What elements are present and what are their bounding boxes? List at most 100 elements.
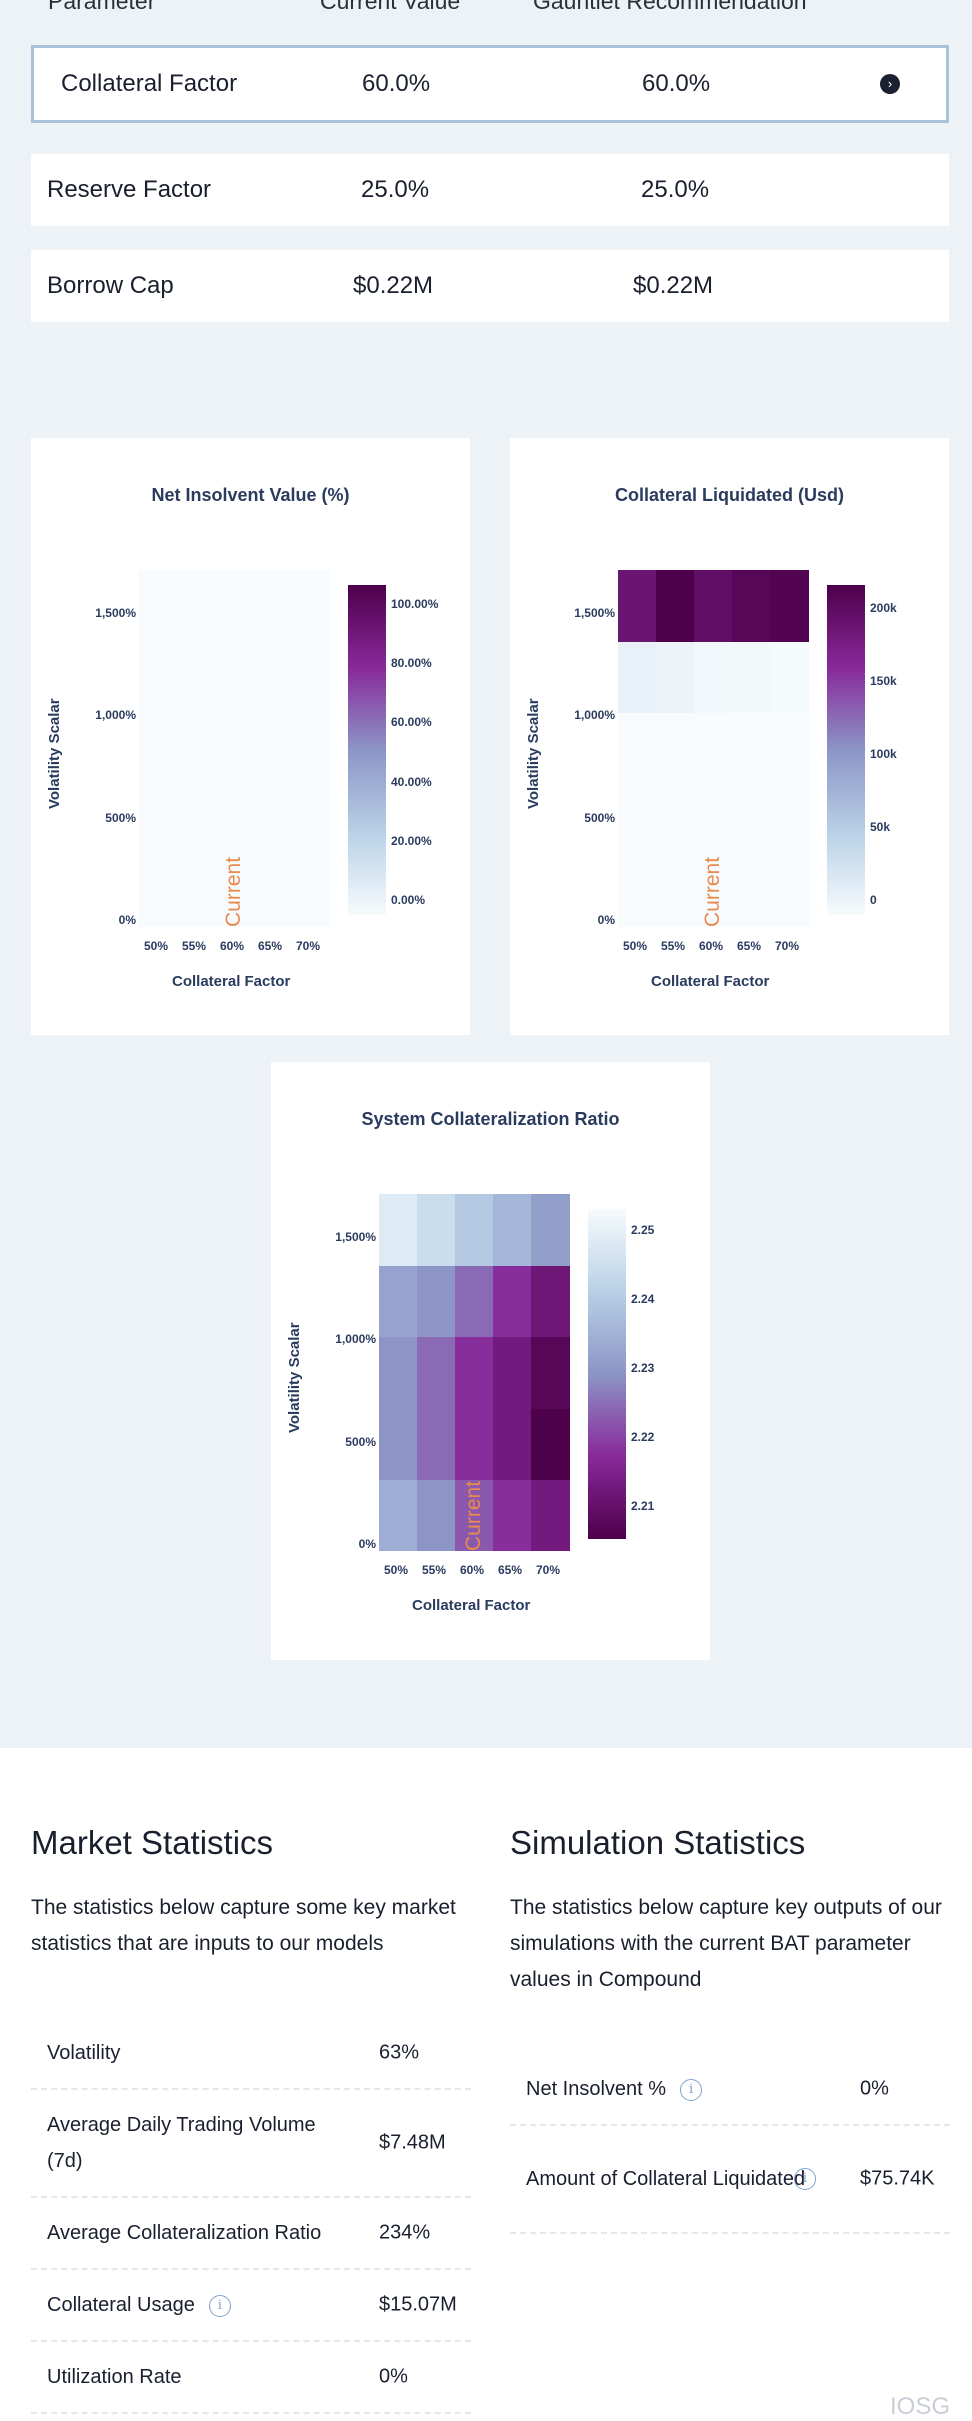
heatmap-cell [139, 855, 178, 928]
y-tick-label: 500% [584, 810, 615, 825]
heatmap-cell [531, 1336, 570, 1409]
heatmap-cell [694, 712, 733, 785]
param-row-reserve-factor[interactable]: Reserve Factor 25.0% 25.0% [31, 154, 949, 226]
heatmap-cell [253, 570, 292, 642]
heatmap-cell [656, 712, 695, 785]
x-tick-label: 70% [536, 1563, 561, 1577]
heatmap-cell [455, 1479, 494, 1552]
y-tick-label: 0% [597, 913, 615, 927]
param-header-recommended: Gauntlet Recommendation [533, 0, 807, 14]
colorbar-tick-label: 80.00% [391, 656, 432, 671]
heatmap-cell [618, 784, 657, 857]
label-text: Amount of Collateral Liquidated [526, 2168, 806, 2190]
x-tick-label: 50% [384, 1563, 409, 1577]
colorbar-tick-label: 100.00% [391, 597, 439, 611]
market-row: Average Collateralization Ratio 234% [31, 2198, 471, 2270]
market-label: Collateral Usage i [47, 2287, 355, 2323]
chart-title: System Collateralization Ratio [361, 1109, 620, 1129]
heatmap-cell [770, 784, 809, 857]
info-icon[interactable]: i [208, 2294, 231, 2317]
x-axis-label: Collateral Factor [412, 1597, 531, 1614]
heatmap-cell [493, 1194, 532, 1266]
heatmap-cell [732, 712, 771, 785]
simulation-value: 0% [860, 2077, 889, 2100]
colorbar-tick-label: 40.00% [391, 774, 432, 789]
simulation-value: $75.74K [860, 2167, 935, 2190]
current-marker-label: Current [462, 1480, 485, 1551]
simulation-row: Amount of Collateral Liquidated i $75.74K [510, 2126, 950, 2234]
heatmap-cell [177, 784, 216, 857]
heatmap-cell [694, 784, 733, 857]
x-tick-label: 65% [737, 939, 762, 953]
param-row-collateral-factor[interactable]: Collateral Factor 60.0% 60.0% › [31, 45, 949, 123]
x-tick-label: 60% [220, 939, 245, 953]
param-current: 60.0% [362, 70, 431, 97]
info-icon[interactable]: i [794, 2168, 816, 2190]
heatmap-cell [656, 784, 695, 857]
heatmap-cell [139, 641, 178, 714]
colorbar-tick-label: 2.21 [631, 1499, 655, 1513]
market-label: Utilization Rate [47, 2366, 182, 2388]
chart-title: Net Insolvent Value (%) [151, 485, 350, 505]
heatmap-cell [694, 855, 733, 928]
param-name: Borrow Cap [47, 272, 174, 299]
chart-system-collateralization-ratio: System Collateralization Ratio 0% 500% 1,00… [271, 1062, 710, 1660]
colorbar [588, 1209, 626, 1539]
y-tick-label: 1,000% [574, 708, 615, 722]
heatmap-cell [417, 1479, 456, 1552]
heatmap-cell [291, 570, 330, 642]
heatmap-cell [656, 855, 695, 928]
market-label: Volatility [47, 2042, 121, 2064]
y-tick-label: 1,000% [95, 708, 136, 722]
watermark: IOSG [889, 2393, 950, 2420]
heatmap-cell [531, 1265, 570, 1338]
heatmap-cell [253, 712, 292, 785]
x-tick-label: 60% [699, 939, 724, 953]
chart-title: Collateral Liquidated (Usd) [614, 485, 845, 505]
colorbar-tick-label: 0 [870, 893, 877, 907]
heatmap-cell [177, 641, 216, 714]
param-name: Collateral Factor [61, 70, 238, 97]
market-row: Average Daily Trading Volume (7d) $7.48M [31, 2090, 471, 2198]
info-icon[interactable]: i [680, 2078, 703, 2101]
colorbar-tick-label: 0.00% [391, 893, 426, 907]
market-label: Average Daily Trading Volume (7d) [47, 2114, 316, 2172]
colorbar-tick-label: 2.24 [631, 1292, 655, 1306]
heatmap-cell [531, 1479, 570, 1552]
heatmap-cell [618, 712, 657, 785]
x-tick-label: 55% [182, 939, 207, 953]
heatmap-cell [215, 784, 254, 857]
y-tick-label: 1,500% [335, 1229, 376, 1244]
colorbar-tick-label: 2.25 [631, 1223, 655, 1237]
heatmap-cell [417, 1265, 456, 1338]
chart-net-insolvent-value: Net Insolvent Value (%) 0% 500% 1,000% 1,500… [31, 438, 470, 1035]
top-section: Parameter Current Value Gauntlet Recomme… [31, 0, 949, 1660]
chevron-right-icon[interactable]: › [880, 74, 900, 94]
colorbar-tick-label: 50k [870, 820, 891, 834]
heatmap-cell [656, 570, 695, 642]
heatmap-cell [732, 855, 771, 928]
current-marker-label: Current [701, 856, 724, 927]
chart-collateral-liquidated: Collateral Liquidated (Usd) 0% 500% 1,000% 1… [510, 438, 949, 1035]
heatmap-cell [417, 1194, 456, 1266]
heatmap-cell [618, 855, 657, 928]
y-axis-label: Volatility Scalar [46, 697, 63, 809]
market-row: Utilization Rate 0% [31, 2342, 471, 2414]
param-recommended: 60.0% [642, 70, 711, 97]
x-axis-label: Collateral Factor [651, 973, 770, 990]
simulation-stats-title: Simulation Statistics [510, 1824, 806, 1861]
heatmap-cell [253, 855, 292, 928]
x-tick-label: 55% [661, 939, 686, 953]
simulation-label: Net Insolvent % i [526, 2071, 836, 2107]
heatmap-cell [770, 712, 809, 785]
y-tick-label: 1,500% [574, 605, 615, 620]
param-row-borrow-cap[interactable]: Borrow Cap $0.22M $0.22M [31, 250, 949, 322]
colorbar-tick-label: 150k [870, 674, 897, 688]
market-value: 63% [379, 2041, 420, 2064]
heatmap-cell [253, 641, 292, 714]
statistics-section: Market Statistics The statistics below c… [0, 1748, 972, 2421]
market-value: 234% [379, 2221, 431, 2244]
heatmap-cell [770, 641, 809, 714]
x-tick-label: 50% [144, 939, 169, 953]
market-value: $15.07M [379, 2293, 457, 2316]
